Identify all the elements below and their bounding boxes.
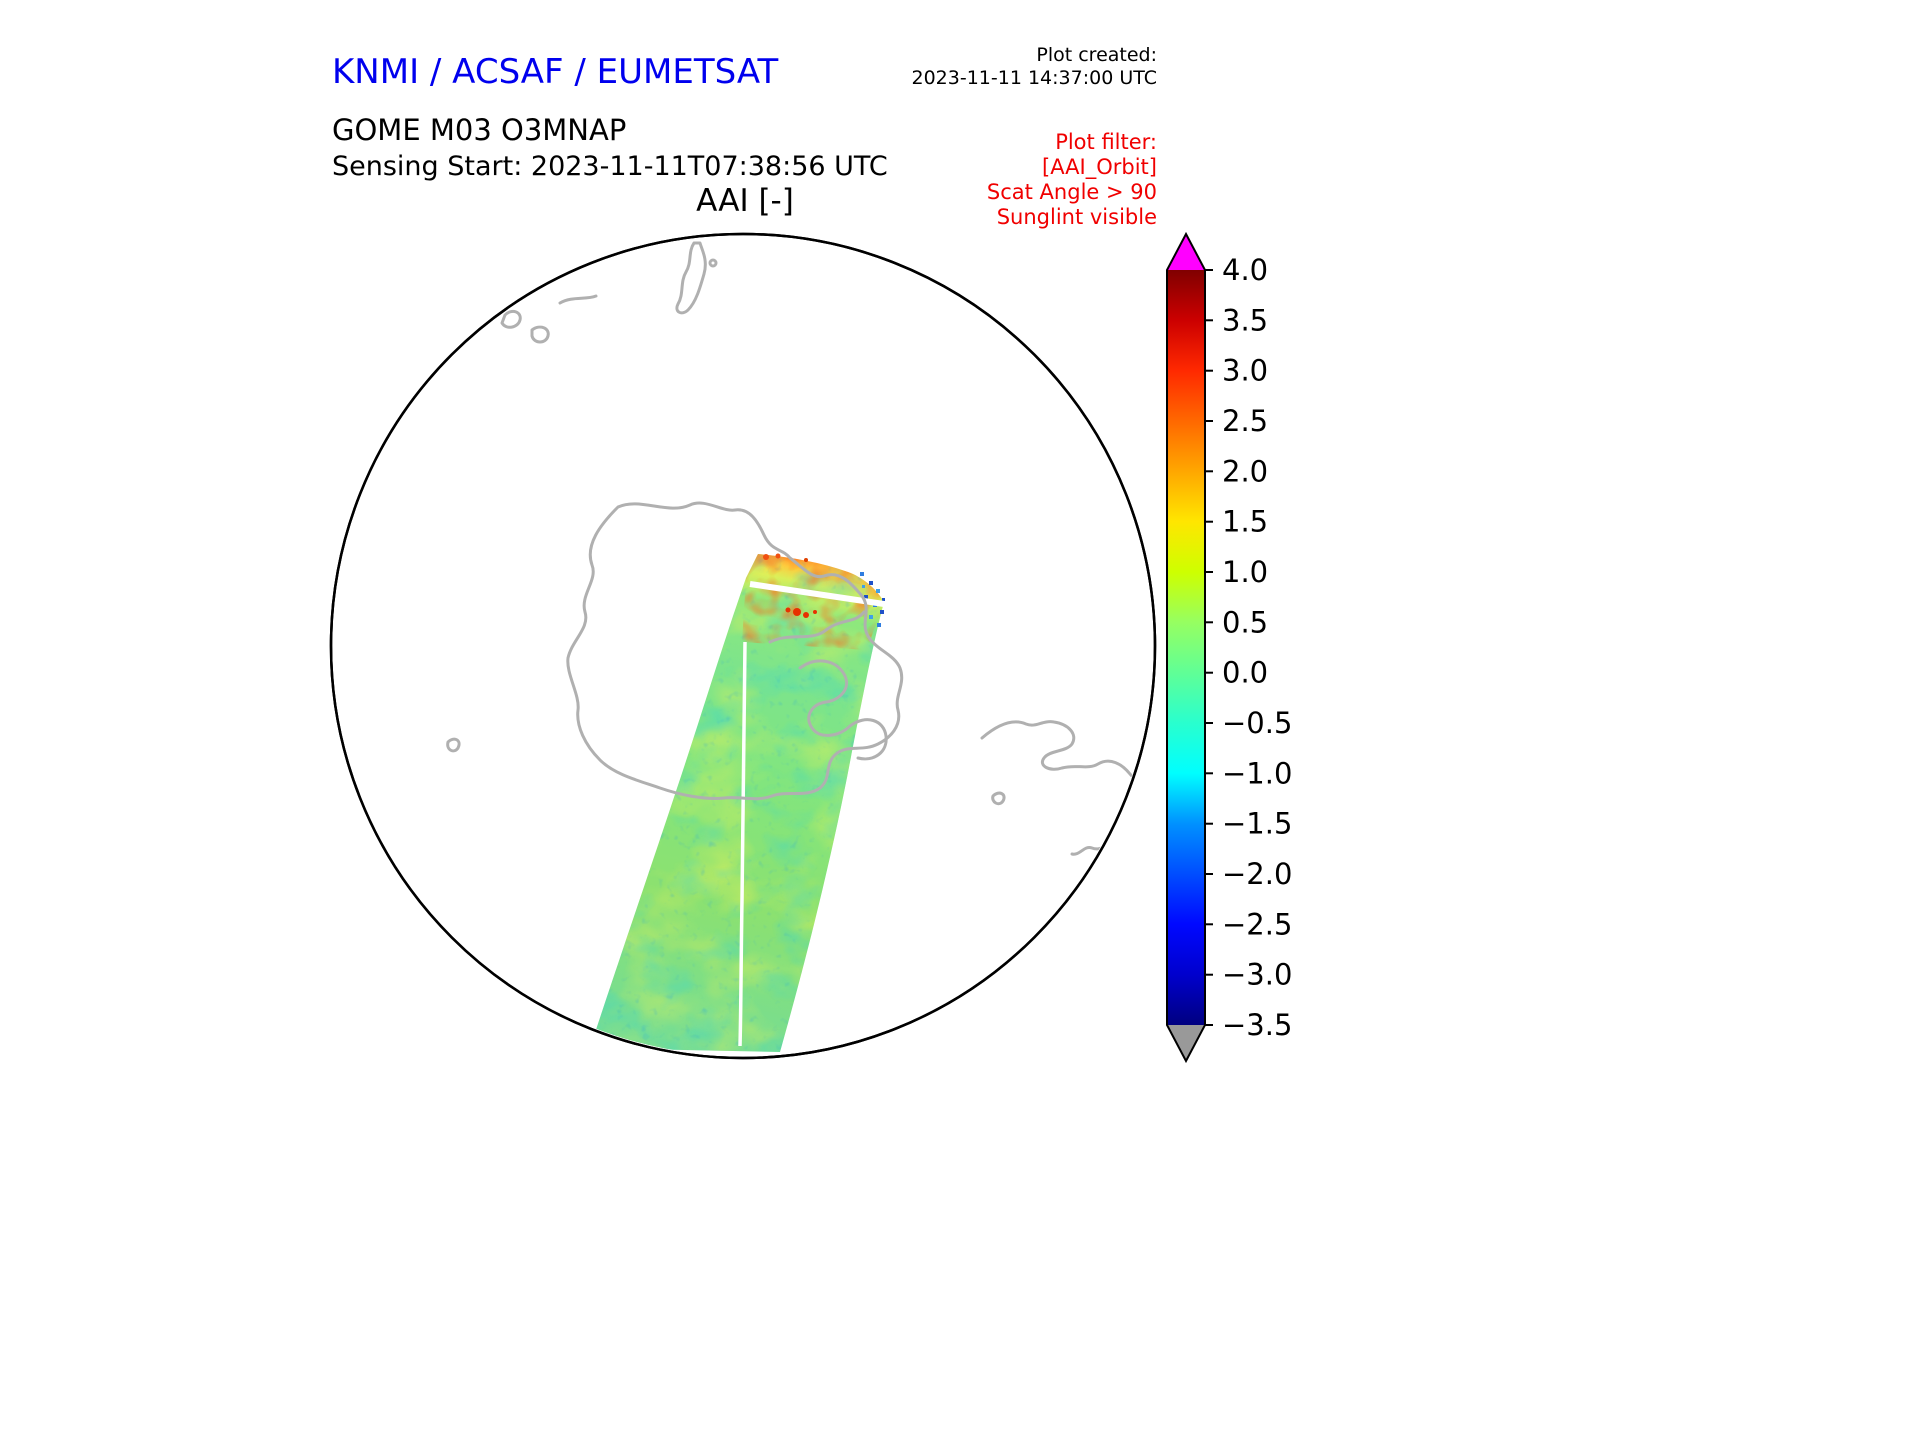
right-coastline-3 <box>1126 863 1153 878</box>
island-right <box>991 791 1006 806</box>
colorbar-tick-label: 3.0 <box>1222 354 1268 388</box>
colorbar-tick-label: 1.0 <box>1222 555 1268 589</box>
colorbar-tick-label: 4.0 <box>1222 253 1268 287</box>
south-america-tip <box>675 241 707 315</box>
colorbar-tick-label: −3.0 <box>1222 958 1292 992</box>
colorbar-tick-label: −2.0 <box>1222 857 1292 891</box>
island-lower-left <box>446 737 461 753</box>
polar-map <box>329 232 1157 1060</box>
small-island <box>708 258 718 268</box>
plot-created-block: Plot created: 2023-11-11 14:37:00 UTC <box>912 44 1158 90</box>
map-circle-border <box>329 232 1157 1060</box>
island-upper-left-2 <box>530 325 550 344</box>
antarctica-coastline <box>566 501 904 801</box>
colorbar-tick-label: −2.5 <box>1222 907 1292 941</box>
colorbar-tick-label: 0.0 <box>1222 656 1268 690</box>
nadir-gap-line <box>738 641 747 1047</box>
colorbar-tick-label: −1.0 <box>1222 756 1292 790</box>
colorbar-tick-label: 0.5 <box>1222 605 1268 639</box>
map-title: AAI [-] <box>696 183 794 219</box>
colorbar-tick-label: −1.5 <box>1222 807 1292 841</box>
plot-filter-line: [AAI_Orbit] <box>1042 155 1157 179</box>
colorbar-tick-label: 2.0 <box>1222 454 1268 488</box>
coastlines <box>446 241 1153 878</box>
peninsula-coastline <box>798 659 888 761</box>
plot-filter-title: Plot filter: <box>1055 130 1157 154</box>
plot-filter-block: Plot filter: [AAI_Orbit] Scat Angle > 90… <box>987 130 1157 230</box>
red-anomaly-dots <box>763 553 817 618</box>
island-upper-left-1 <box>500 309 522 329</box>
agency-title: KNMI / ACSAF / EUMETSAT <box>332 52 779 92</box>
colorbar-tick-label: 1.5 <box>1222 505 1268 539</box>
plot-filter-line: Scat Angle > 90 <box>986 180 1157 204</box>
colorbar-tick-label: −3.5 <box>1222 1008 1292 1042</box>
colorbar: 4.0 3.5 3.0 2.5 2.0 1.5 1.0 0.5 0.0 −0.5… <box>1166 231 1292 1064</box>
colorbar-tick-label: −0.5 <box>1222 706 1292 740</box>
peninsula-coastline-2 <box>768 610 866 644</box>
right-coastline <box>980 720 1153 792</box>
plot-created-value: 2023-11-11 14:37:00 UTC <box>911 67 1158 89</box>
colorbar-under-arrow <box>1167 1025 1205 1061</box>
colorbar-gradient <box>1167 270 1205 1025</box>
colorbar-tick-label: 2.5 <box>1222 404 1268 438</box>
plot-created-label: Plot created: <box>1036 44 1157 66</box>
coast-fragment-top-left <box>558 294 598 305</box>
colorbar-ticks <box>1205 269 1213 1026</box>
colorbar-tick-labels: 4.0 3.5 3.0 2.5 2.0 1.5 1.0 0.5 0.0 −0.5… <box>1222 253 1292 1042</box>
swath-top-gap-line <box>749 581 885 607</box>
product-title: GOME M03 O3MNAP <box>332 113 627 147</box>
colorbar-tick-label: 3.5 <box>1222 303 1268 337</box>
colorbar-over-arrow <box>1167 234 1205 270</box>
sensing-start-label: Sensing Start: 2023-11-11T07:38:56 UTC <box>332 151 888 182</box>
plot-filter-line: Sunglint visible <box>996 205 1157 229</box>
satellite-swath <box>590 553 885 1052</box>
